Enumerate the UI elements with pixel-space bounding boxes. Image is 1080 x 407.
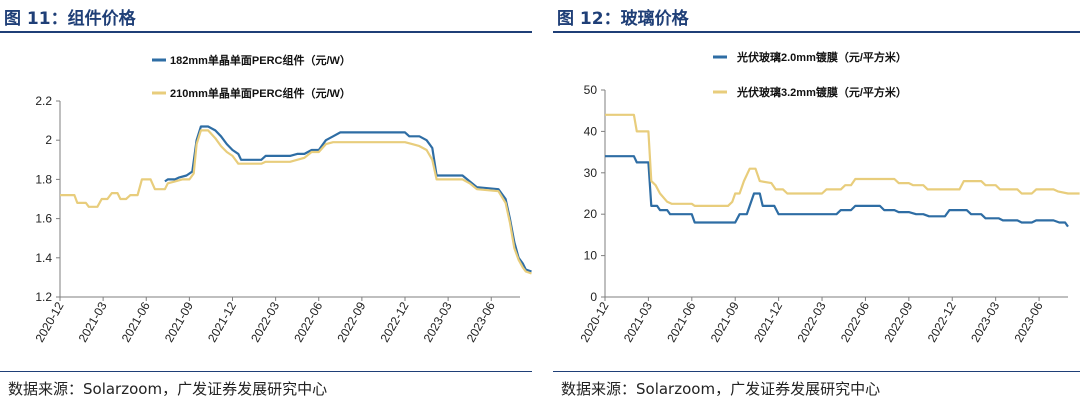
y-tick-label: 50 — [584, 83, 598, 97]
legend-label: 光伏玻璃2.0mm镀膜（元/平方米） — [736, 50, 907, 64]
y-tick-label: 1.4 — [35, 251, 52, 265]
x-tick-label: 2023-06 — [464, 299, 498, 344]
x-tick-label: 2020-12 — [32, 299, 66, 344]
x-tick-label: 2022-12 — [377, 299, 411, 344]
source-rule — [0, 371, 532, 372]
x-tick-label: 2021-12 — [751, 299, 785, 344]
series-line-2 — [605, 113, 1080, 207]
legend-label: 光伏玻璃3.2mm镀膜（元/平方米） — [736, 85, 907, 99]
y-tick-label: 30 — [584, 166, 598, 180]
x-tick-label: 2023-06 — [1012, 299, 1046, 344]
x-tick-label: 2021-12 — [205, 299, 239, 344]
x-tick-label: 2021-03 — [621, 299, 655, 344]
y-tick-label: 10 — [584, 249, 598, 263]
source-note: 数据来源：Solarzoom，广发证券发展研究中心 — [561, 380, 881, 398]
legend-label: 182mm单晶单面PERC组件（元/W） — [170, 53, 351, 67]
title-rule — [0, 31, 532, 33]
y-tick-label: 20 — [584, 207, 598, 221]
figure-title: 图 12：玻璃价格 — [557, 9, 689, 29]
title-rule — [553, 31, 1080, 33]
glass-price-chart: 0 10 20 30 40 50 2020-12 2021-03 2021-06 2021-09 2… — [577, 50, 1080, 345]
x-tick-label: 2023-03 — [421, 299, 455, 344]
y-tick-label: 1.6 — [35, 212, 52, 226]
x-tick-label: 2022-06 — [291, 299, 325, 344]
figure-title: 图 11：组件价格 — [4, 9, 136, 29]
module-price-chart: 1.2 1.4 1.6 1.8 2 2.2 2020-12 2021-03 2021-06 202… — [32, 53, 532, 345]
figure-11-panel: 图 11：组件价格 1.2 1.4 1.6 1.8 2 2.2 2020-12 2021-03… — [0, 0, 532, 407]
x-tick-label: 2022-03 — [248, 299, 282, 344]
figure-12-panel: 图 12：玻璃价格 0 10 20 30 40 50 2020-12 2021-03 2021-… — [553, 0, 1080, 407]
x-tick-label: 2022-09 — [881, 299, 915, 344]
y-tick-label: 1.8 — [35, 172, 52, 186]
y-tick-label: 1.2 — [35, 290, 52, 304]
x-tick-label: 2022-06 — [838, 299, 872, 344]
x-tick-label: 2023-03 — [968, 299, 1002, 344]
series-line-2 — [60, 129, 532, 275]
x-tick-label: 2021-09 — [708, 299, 742, 344]
x-tick-label: 2021-06 — [664, 299, 698, 344]
y-tick-label: 2 — [45, 133, 52, 147]
y-tick-label: 40 — [584, 124, 598, 138]
x-tick-label: 2020-12 — [577, 299, 611, 344]
x-tick-label: 2021-06 — [119, 299, 153, 344]
y-tick-label: 2.2 — [35, 94, 52, 108]
legend-label: 210mm单晶单面PERC组件（元/W） — [170, 86, 351, 100]
x-tick-label: 2022-12 — [925, 299, 959, 344]
x-tick-label: 2021-09 — [162, 299, 196, 344]
series-line-1 — [605, 155, 1069, 228]
y-tick-label: 0 — [590, 290, 597, 304]
x-tick-label: 2022-09 — [334, 299, 368, 344]
series-line-1 — [164, 125, 532, 273]
x-tick-label: 2021-03 — [76, 299, 110, 344]
source-note: 数据来源：Solarzoom，广发证券发展研究中心 — [8, 380, 328, 398]
source-rule — [553, 371, 1080, 372]
x-tick-label: 2022-03 — [794, 299, 828, 344]
